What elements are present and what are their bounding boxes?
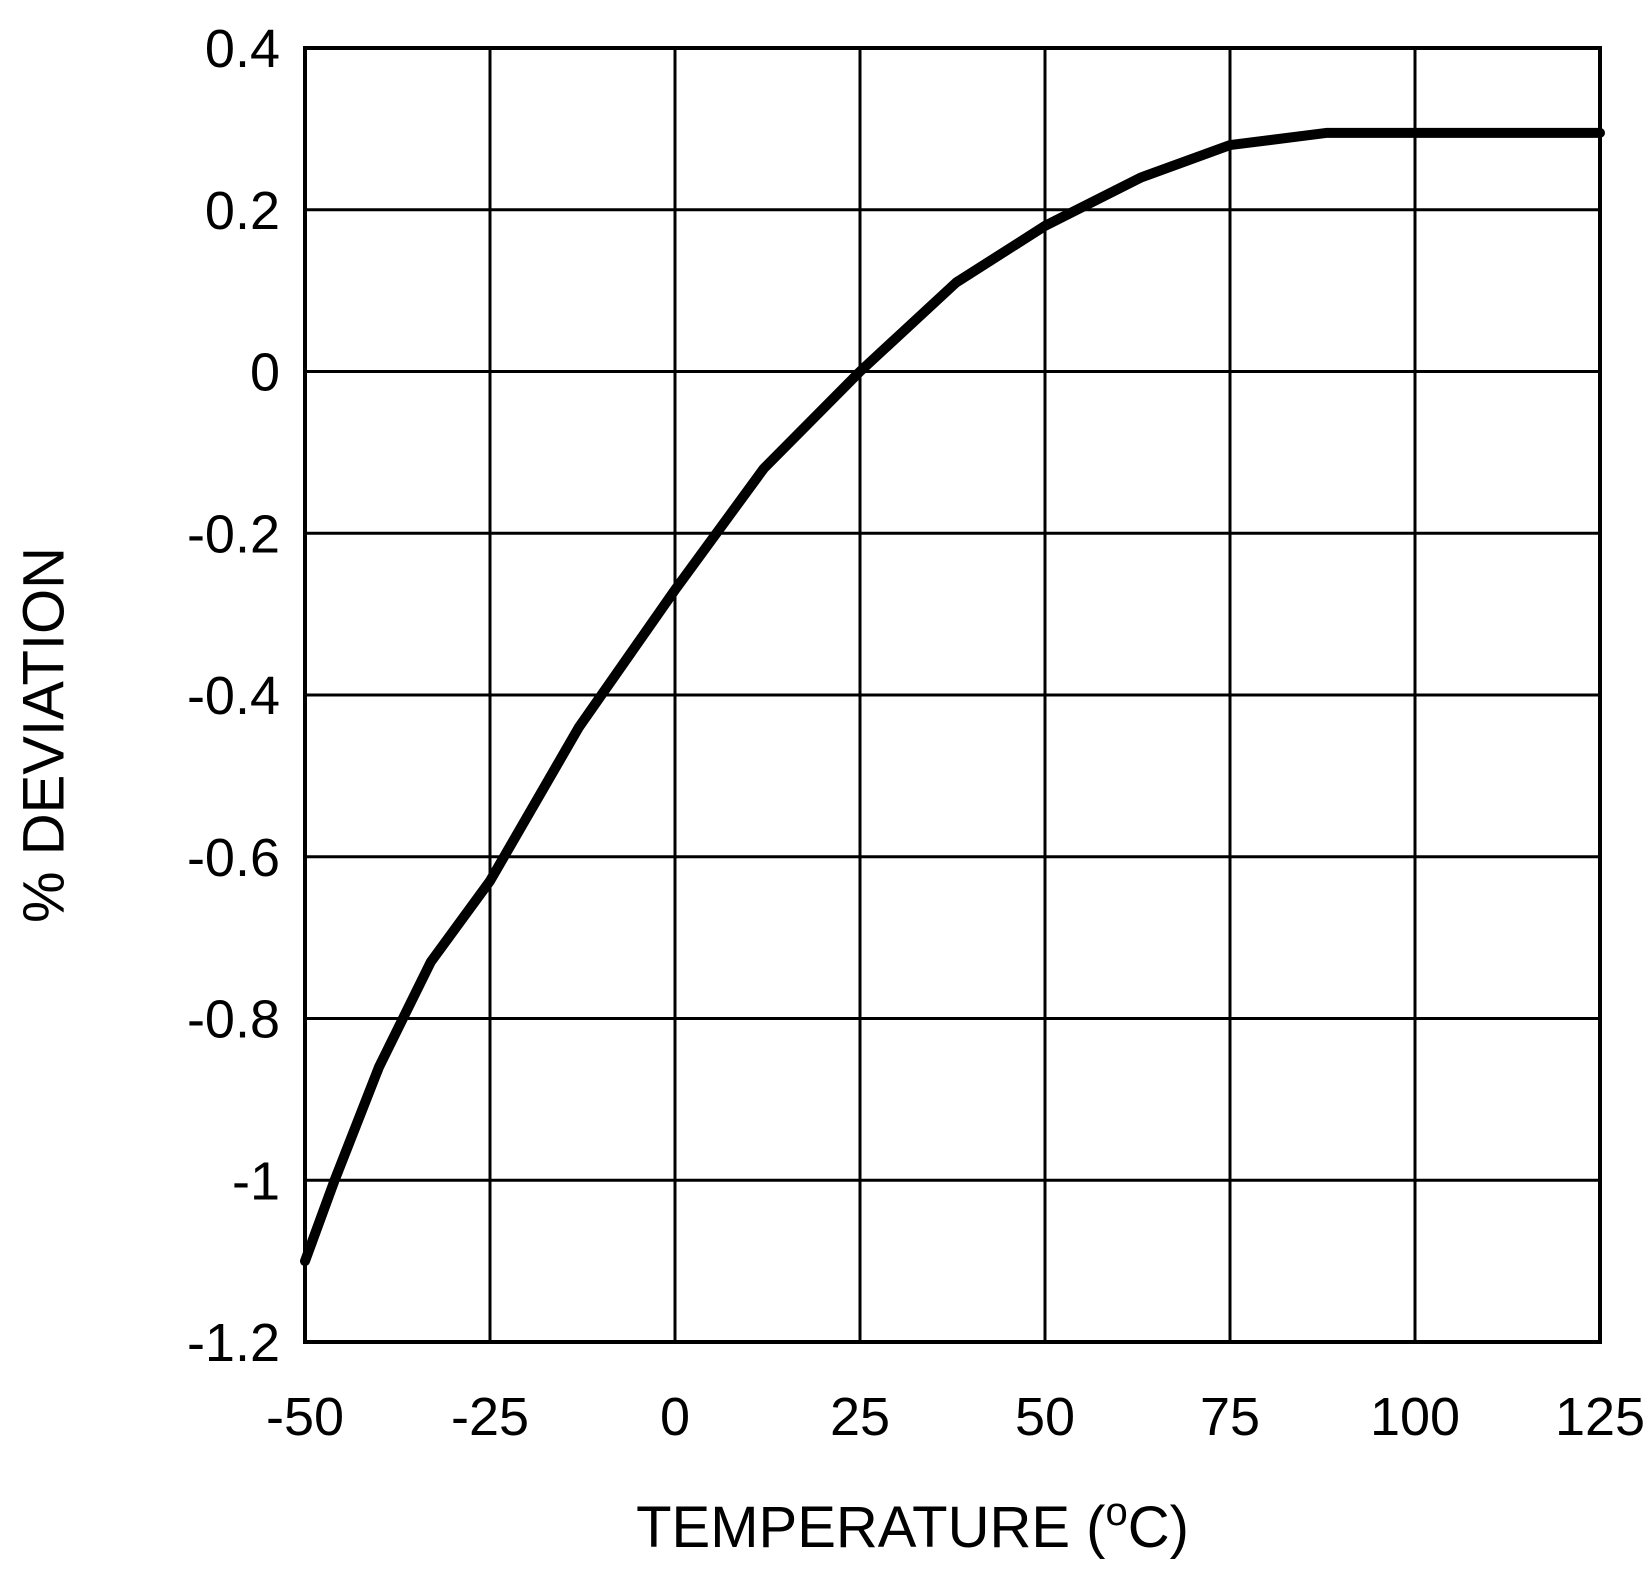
grid bbox=[303, 46, 1602, 1344]
y-tick-label: 0.2 bbox=[205, 181, 280, 241]
x-tick-label: -25 bbox=[451, 1387, 529, 1447]
y-tick-labels: 0.4 0.2 0 -0.2 -0.4 -0.6 -0.8 -1 -1.2 bbox=[187, 19, 280, 1373]
y-tick-label: -1.2 bbox=[187, 1313, 280, 1373]
x-axis-title-unit: C) bbox=[1128, 1495, 1189, 1560]
x-tick-label: 100 bbox=[1370, 1387, 1460, 1447]
y-tick-label: -0.2 bbox=[187, 504, 280, 564]
x-tick-labels: -50 -25 0 25 50 75 100 125 bbox=[266, 1387, 1645, 1447]
y-tick-label: -1 bbox=[232, 1151, 280, 1211]
y-tick-label: 0.4 bbox=[205, 19, 280, 79]
x-tick-label: 25 bbox=[830, 1387, 890, 1447]
y-tick-label: -0.4 bbox=[187, 666, 280, 726]
x-tick-label: 50 bbox=[1015, 1387, 1075, 1447]
x-axis-title-superscript: o bbox=[1105, 1490, 1127, 1534]
series-line-0 bbox=[300, 127, 1605, 1267]
x-axis-title-text: TEMPERATURE ( bbox=[636, 1495, 1105, 1560]
x-tick-label: 75 bbox=[1200, 1387, 1260, 1447]
x-tick-label: 0 bbox=[660, 1387, 690, 1447]
y-tick-label: -0.8 bbox=[187, 990, 280, 1050]
series-group bbox=[300, 127, 1605, 1267]
x-tick-label: 125 bbox=[1555, 1387, 1645, 1447]
y-tick-label: 0 bbox=[250, 343, 280, 403]
y-axis-title: % DEVIATION bbox=[11, 547, 76, 923]
plot-frame bbox=[303, 46, 1602, 1344]
y-tick-label: -0.6 bbox=[187, 828, 280, 888]
x-tick-label: -50 bbox=[266, 1387, 344, 1447]
x-axis-title: TEMPERATURE (oC) bbox=[636, 1490, 1189, 1560]
